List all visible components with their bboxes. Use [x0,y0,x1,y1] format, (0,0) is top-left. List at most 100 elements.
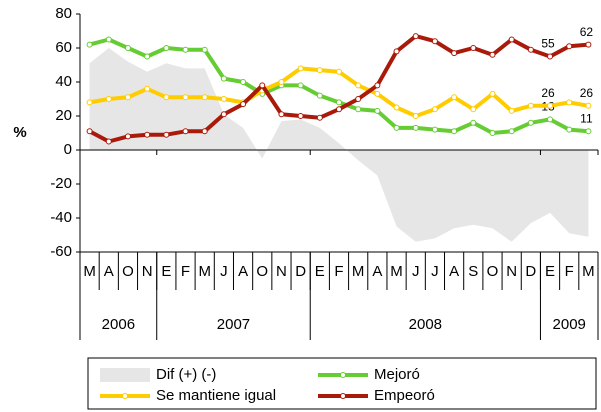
marker [393,48,400,55]
marker [547,116,554,123]
marker [86,128,93,135]
x-tick-label: S [468,263,478,280]
marker [508,36,515,43]
marker [451,50,458,57]
marker [163,94,170,101]
marker [431,38,438,45]
marker [431,126,438,133]
marker [259,82,266,89]
marker [297,113,304,119]
x-tick-label: O [256,263,268,280]
marker [240,79,247,85]
marker [124,94,131,101]
y-tick-label: 40 [55,73,72,90]
x-tick-label: M [390,263,403,280]
x-tick-label: D [295,263,306,280]
marker [336,99,342,106]
marker [278,79,285,85]
marker [451,128,458,135]
year-label: 2008 [409,316,442,333]
marker [297,82,304,89]
x-tick-label: M [352,263,365,280]
marker [355,96,362,102]
marker [393,124,400,131]
marker [105,96,112,102]
marker [182,46,189,53]
marker [527,46,534,53]
y-tick-label: 0 [64,141,72,158]
legend-label: Se mantiene igual [156,387,276,404]
marker [585,128,592,135]
x-tick-label: M [198,263,211,280]
y-tick-label: 60 [55,39,72,56]
marker [355,82,362,89]
marker [412,113,419,119]
y-tick-label: 20 [55,107,72,124]
legend-label: Dif (+) (-) [156,366,216,383]
x-tick-label: E [545,263,555,280]
x-tick-label: M [582,263,595,280]
marker [182,94,189,101]
marker [489,130,496,136]
marker [105,36,112,43]
marker [336,68,342,75]
marker [508,107,515,114]
x-tick-label: J [220,263,228,280]
marker [144,131,151,138]
marker [163,131,170,138]
x-tick-label: M [83,263,96,280]
marker [336,106,342,113]
data-label: 26 [541,86,555,100]
x-tick-label: J [431,263,439,280]
marker [316,92,323,99]
marker [527,119,534,126]
x-tick-label: A [238,263,248,280]
x-tick-label: F [334,263,343,280]
marker [144,53,151,60]
y-axis-label: % [13,124,26,141]
x-tick-label: O [122,263,134,280]
x-tick-label: E [315,263,325,280]
marker [201,94,208,101]
marker [220,96,227,102]
marker [547,53,554,60]
x-tick-label: N [506,263,517,280]
x-tick-label: A [372,263,382,280]
marker [297,65,304,72]
year-label: 2006 [102,316,135,333]
marker [431,106,438,113]
x-tick-label: D [525,263,536,280]
marker [527,102,534,109]
marker [412,124,419,131]
marker [585,102,592,109]
marker [201,128,208,135]
marker [393,104,400,111]
marker [470,45,477,51]
legend-label: Empeoró [374,387,435,404]
marker [508,128,515,135]
marker [470,106,477,113]
marker [547,102,554,109]
legend-marker [122,393,128,399]
marker [182,128,189,135]
marker [374,82,381,89]
x-tick-label: O [487,263,499,280]
marker [201,46,208,53]
marker [489,51,496,58]
marker [374,90,381,97]
marker [566,43,573,50]
y-tick-label: -20 [50,175,72,192]
x-tick-label: J [412,263,420,280]
y-tick-label: -60 [50,243,72,260]
x-tick-label: A [104,263,114,280]
legend-marker [340,393,346,399]
legend-swatch [100,368,150,382]
marker [451,94,458,101]
marker [220,111,227,118]
marker [124,45,131,51]
x-tick-label: A [449,263,459,280]
data-label: 26 [580,86,594,100]
x-tick-label: E [161,263,171,280]
marker [124,133,131,140]
marker [86,99,93,106]
